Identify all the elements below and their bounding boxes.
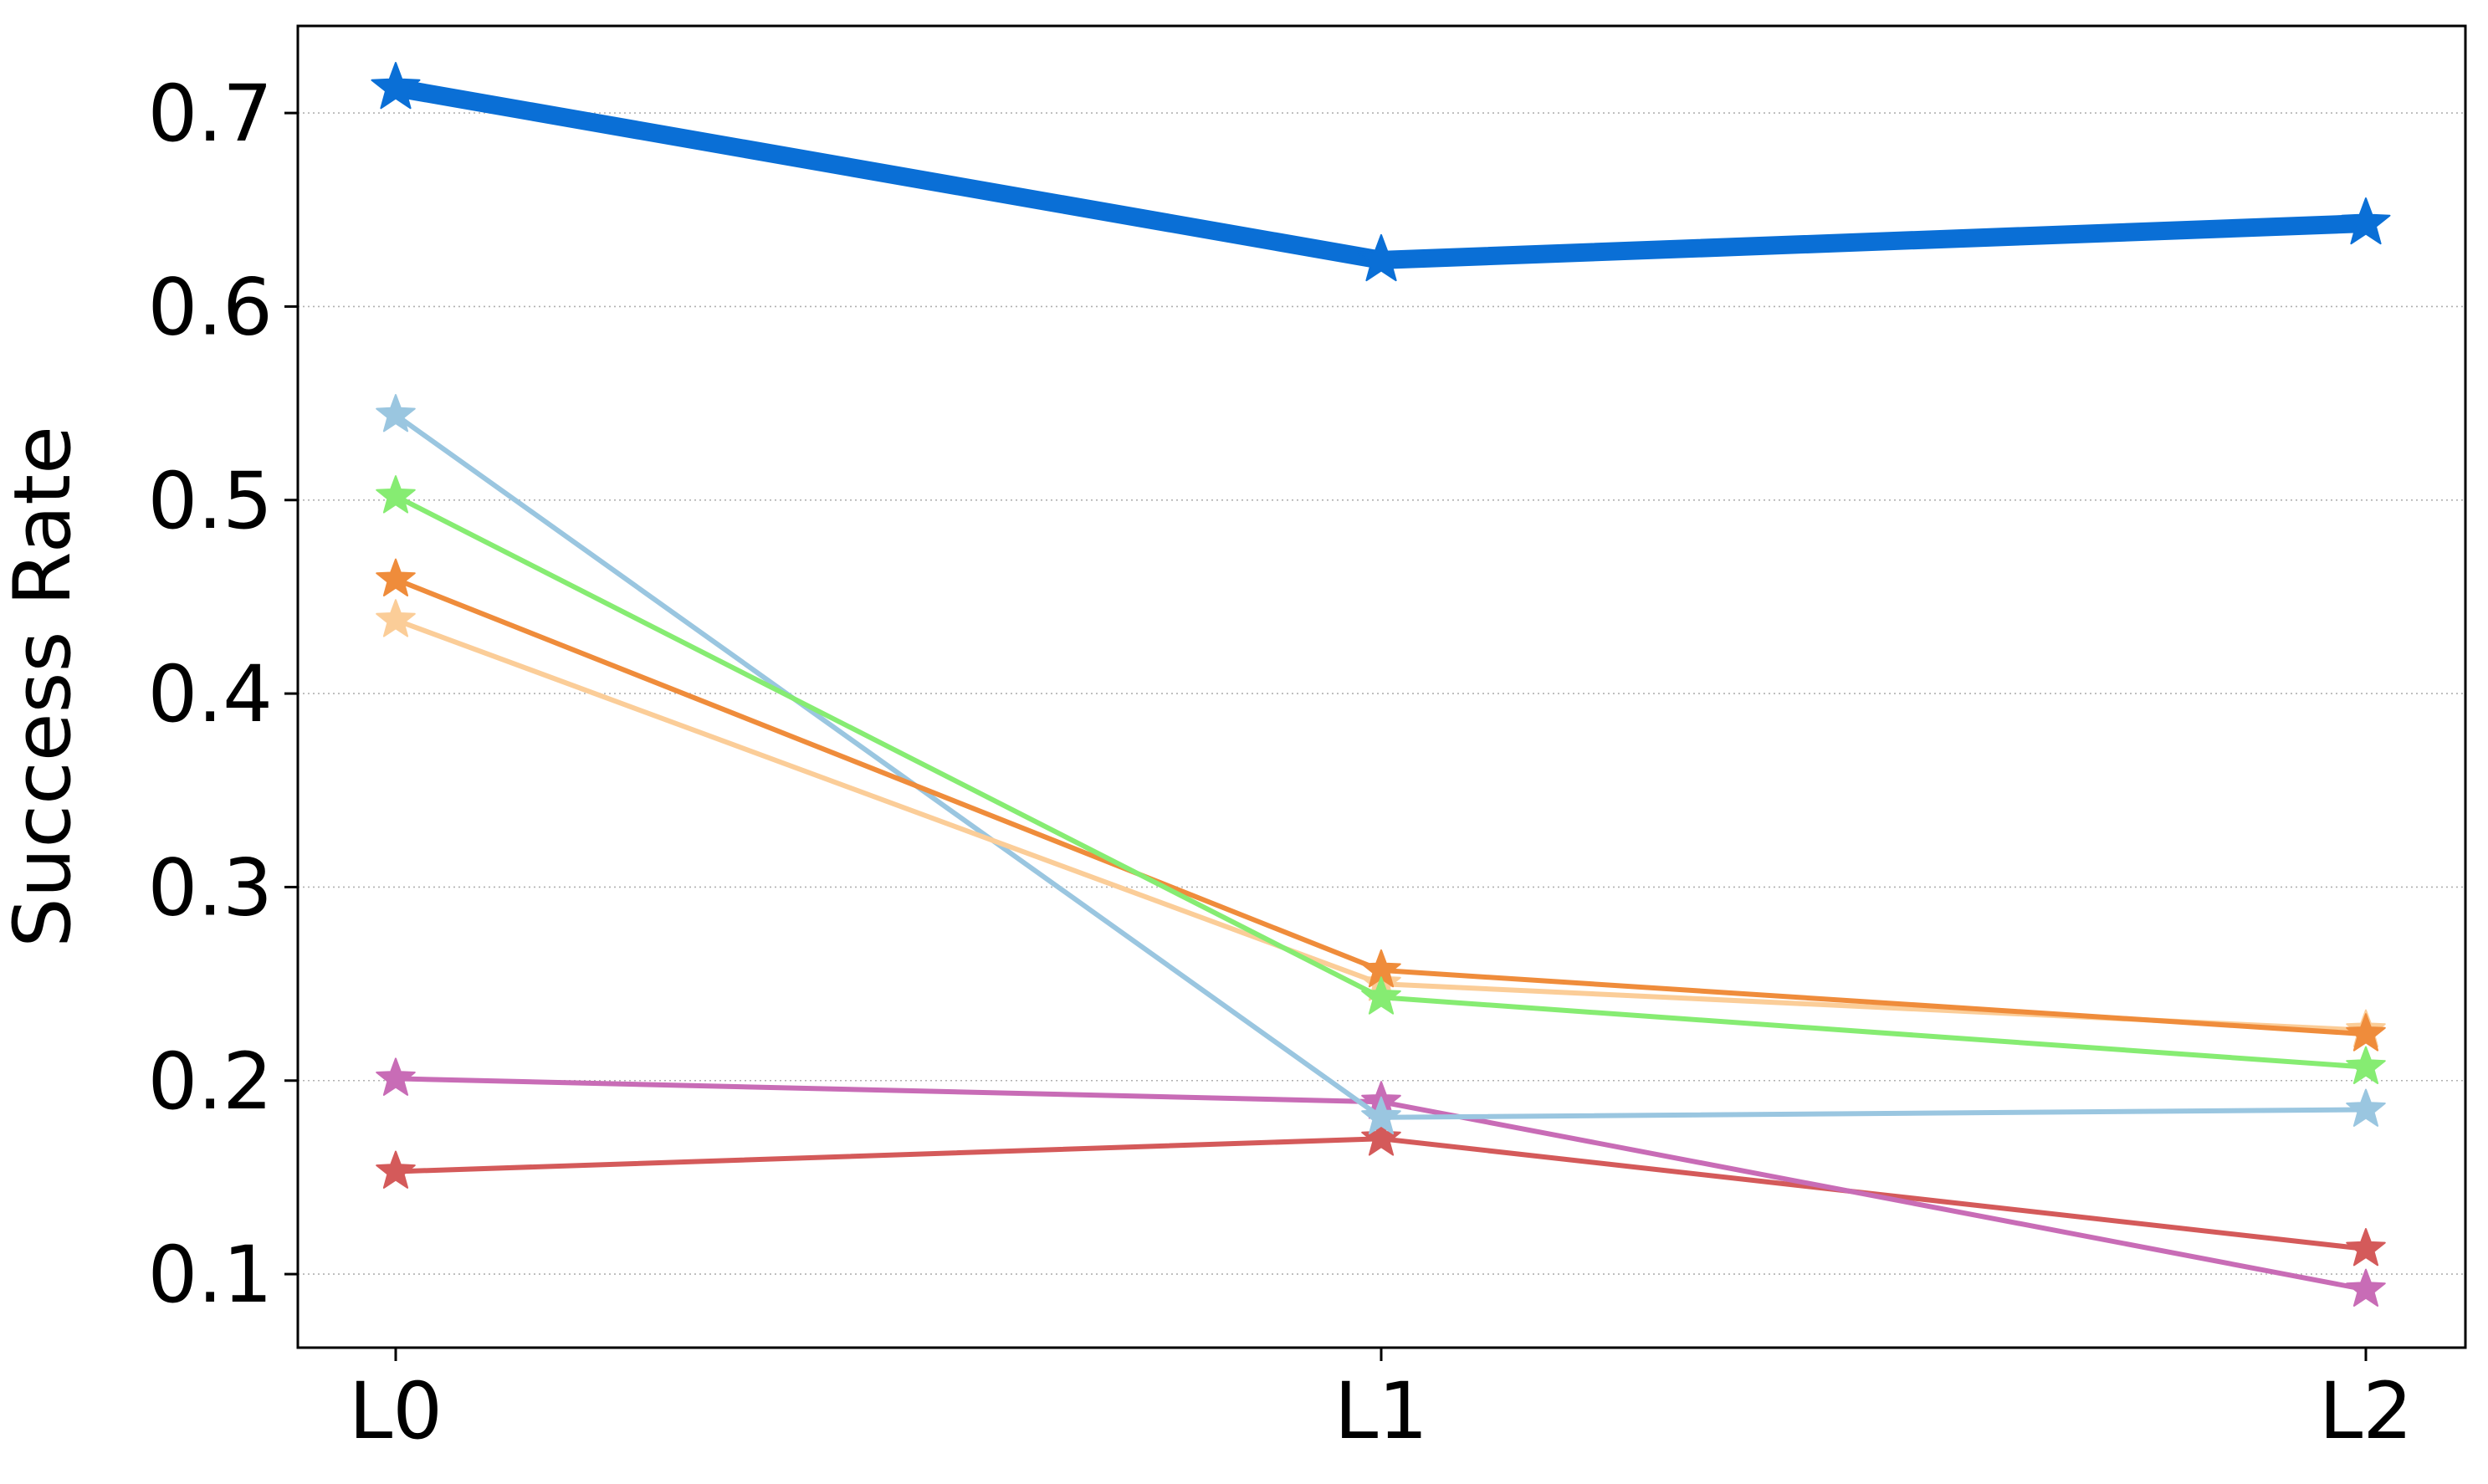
series-4-point-0 [376, 558, 416, 596]
y-tick-label-2: 0.3 [148, 842, 274, 934]
series-2-point-1 [1361, 1096, 1401, 1135]
x-tick-label-2: L2 [2319, 1366, 2413, 1457]
series-6-point-0 [371, 62, 421, 110]
series-1 [376, 1057, 2386, 1307]
series-3-point-0 [376, 599, 416, 637]
series-2-point-2 [2346, 1088, 2386, 1127]
y-tick-label-4: 0.5 [148, 456, 274, 547]
y-axis-title: Success Rate [0, 426, 89, 948]
axis-ticks: 0.1 0.2 0.3 0.4 0.5 0.6 0.7 L0 L1 L2 [148, 69, 2414, 1457]
series-5 [376, 475, 2386, 1084]
series-1-point-2 [2346, 1268, 2386, 1307]
series-0-point-2 [2346, 1228, 2386, 1267]
series-4-point-2 [2346, 1013, 2386, 1052]
series-2 [376, 394, 2386, 1135]
series-5-point-1 [1361, 976, 1401, 1015]
series-6-point-2 [2341, 197, 2391, 245]
series-2-point-0 [376, 394, 416, 432]
y-tick-label-5: 0.6 [148, 262, 274, 353]
series-5-point-0 [376, 475, 416, 514]
y-tick-label-6: 0.7 [148, 69, 274, 160]
x-tick-label-1: L1 [1334, 1366, 1428, 1457]
series-6-point-1 [1356, 233, 1406, 282]
y-tick-label-1: 0.2 [148, 1036, 274, 1128]
series-0-point-1 [1361, 1118, 1401, 1156]
x-tick-label-0: L0 [349, 1366, 443, 1457]
series-1-point-0 [376, 1057, 416, 1096]
series-0 [376, 1118, 2386, 1267]
series-5-point-2 [2346, 1046, 2386, 1084]
y-tick-label-0: 0.1 [148, 1230, 274, 1321]
series-0-point-0 [376, 1150, 416, 1189]
y-tick-label-3: 0.4 [148, 649, 274, 740]
series-lines [371, 62, 2391, 1307]
series-2-line [393, 412, 2368, 1120]
series-6 [371, 62, 2391, 282]
